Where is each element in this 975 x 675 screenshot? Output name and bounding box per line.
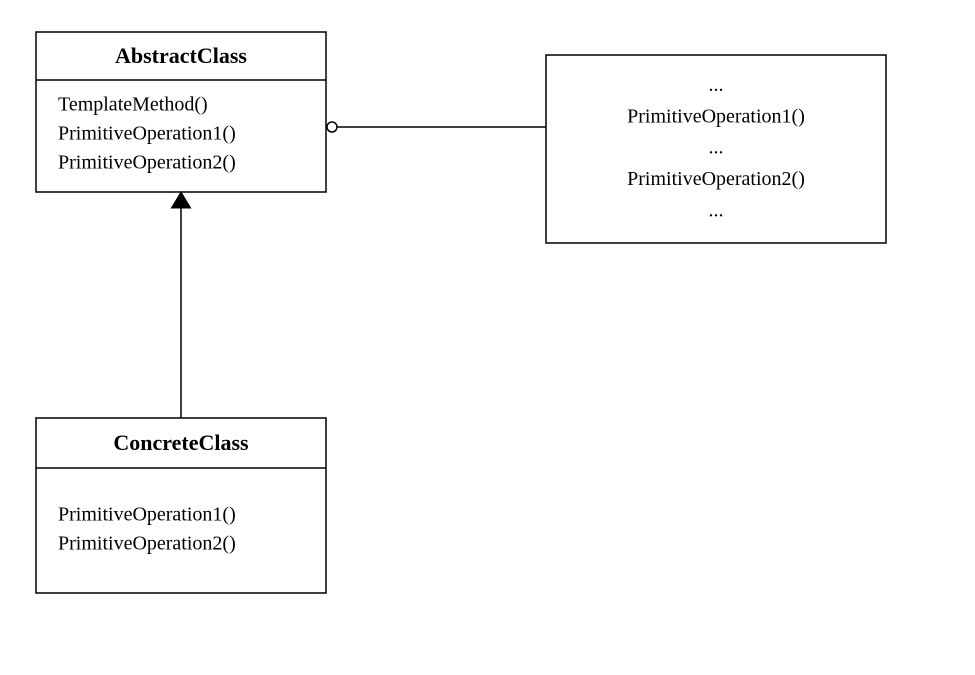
note-line: ... bbox=[709, 137, 724, 159]
note-box: ... PrimitiveOperation1()... PrimitiveOper… bbox=[546, 55, 886, 243]
note-line: ... bbox=[709, 74, 724, 96]
note-line: PrimitiveOperation2() bbox=[627, 168, 805, 190]
note-link bbox=[327, 122, 546, 132]
abstract: AbstractClass TemplateMethod() PrimitiveOp… bbox=[36, 32, 326, 192]
concrete: ConcreteClass PrimitiveOperation1() Primit… bbox=[36, 418, 326, 593]
inheritance-edge bbox=[171, 192, 190, 418]
concrete-method: PrimitiveOperation2() bbox=[58, 533, 236, 555]
note-line: PrimitiveOperation1() bbox=[627, 105, 805, 127]
uml-diagram: AbstractClass TemplateMethod() PrimitiveOp… bbox=[0, 0, 975, 675]
abstract-method: PrimitiveOperation2() bbox=[58, 152, 236, 174]
abstract-title: AbstractClass bbox=[115, 43, 247, 68]
abstract-method: PrimitiveOperation1() bbox=[58, 123, 236, 145]
concrete-title: ConcreteClass bbox=[113, 430, 249, 455]
note-line: ... bbox=[709, 199, 724, 221]
concrete-method: PrimitiveOperation1() bbox=[58, 504, 236, 526]
abstract-method: TemplateMethod() bbox=[58, 94, 208, 116]
